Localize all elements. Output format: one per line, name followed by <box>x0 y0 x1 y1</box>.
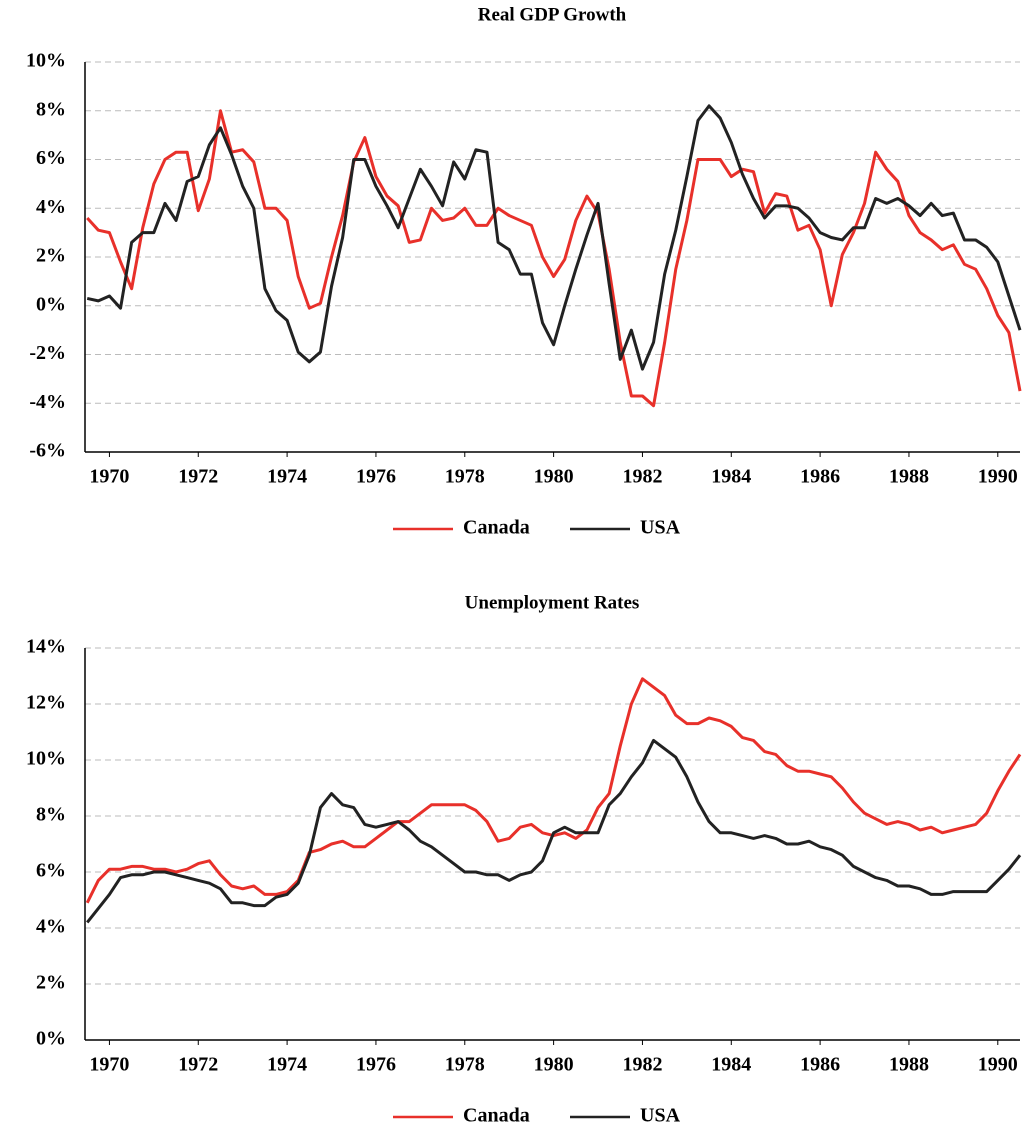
x-tick-label: 1970 <box>89 1054 129 1076</box>
series-line <box>86 109 1022 408</box>
y-tick-label: -4% <box>29 391 66 413</box>
x-tick-label: 1978 <box>445 466 485 488</box>
y-tick-label: 4% <box>36 916 66 938</box>
y-tick-label: 0% <box>36 1028 66 1050</box>
chart-title: Unemployment Rates <box>465 592 640 613</box>
y-tick-label: 8% <box>36 804 66 826</box>
series-line <box>86 738 1022 924</box>
series-line <box>86 104 1022 371</box>
legend-label: USA <box>640 1105 681 1127</box>
y-tick-label: 6% <box>36 147 66 169</box>
x-tick-label: 1970 <box>89 466 129 488</box>
x-tick-label: 1988 <box>889 1054 929 1076</box>
x-tick-label: 1984 <box>711 466 751 488</box>
x-tick-label: 1986 <box>800 466 840 488</box>
y-tick-label: 6% <box>36 860 66 882</box>
y-tick-label: 0% <box>36 293 66 315</box>
legend-label: USA <box>640 517 681 539</box>
x-tick-label: 1990 <box>978 466 1018 488</box>
y-tick-label: 2% <box>36 972 66 994</box>
y-tick-label: 12% <box>26 692 66 714</box>
y-tick-label: -6% <box>29 440 66 462</box>
x-tick-label: 1976 <box>356 466 396 488</box>
x-tick-label: 1974 <box>267 1054 307 1076</box>
legend-label: Canada <box>463 1105 530 1127</box>
x-tick-label: 1976 <box>356 1054 396 1076</box>
x-tick-label: 1980 <box>534 466 574 488</box>
x-tick-label: 1988 <box>889 466 929 488</box>
y-tick-label: 4% <box>36 196 66 218</box>
series-line <box>85 677 1022 904</box>
y-tick-label: 10% <box>26 50 66 72</box>
x-tick-label: 1982 <box>622 1054 662 1076</box>
y-tick-label: -2% <box>29 342 66 364</box>
x-tick-label: 1972 <box>178 1054 218 1076</box>
x-tick-label: 1974 <box>267 466 307 488</box>
x-tick-label: 1980 <box>534 1054 574 1076</box>
y-tick-label: 8% <box>36 98 66 120</box>
x-tick-label: 1984 <box>711 1054 751 1076</box>
x-tick-label: 1972 <box>178 466 218 488</box>
x-tick-label: 1982 <box>622 466 662 488</box>
legend-label: Canada <box>463 517 530 539</box>
x-tick-label: 1978 <box>445 1054 485 1076</box>
x-tick-label: 1990 <box>978 1054 1018 1076</box>
chart-title: Real GDP Growth <box>478 4 627 25</box>
y-tick-label: 10% <box>26 748 66 770</box>
x-tick-label: 1986 <box>800 1054 840 1076</box>
y-tick-label: 14% <box>26 636 66 658</box>
y-tick-label: 2% <box>36 245 66 267</box>
